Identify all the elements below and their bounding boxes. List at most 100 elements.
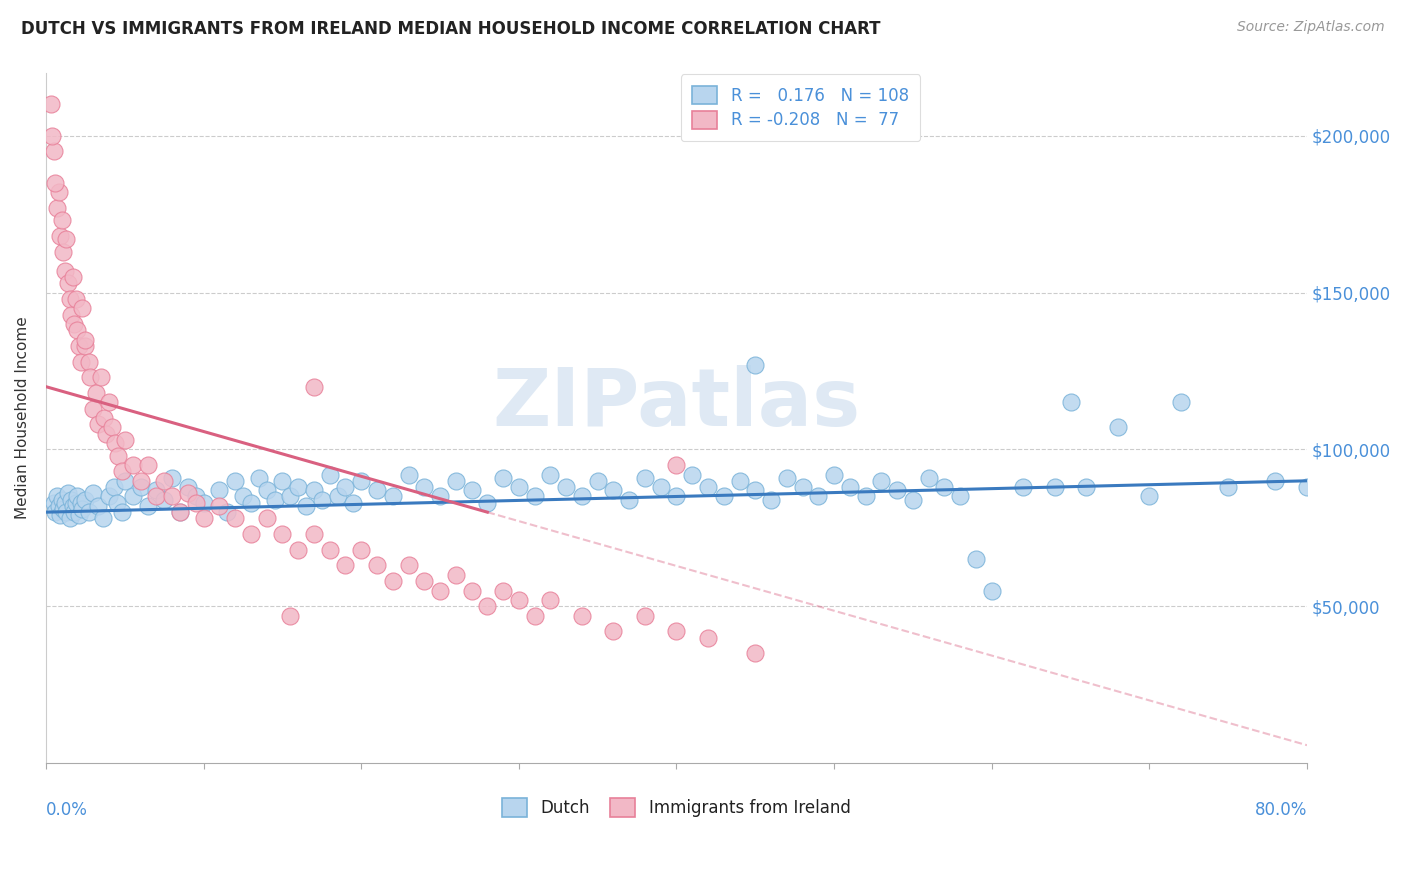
Point (114, 433, 136, 447)
Point (398, 467, 420, 482)
Point (571, 608, 593, 623)
Point (41, 128, 63, 143)
Point (366, 558, 388, 573)
Point (129, 480, 152, 494)
Point (46, 201, 69, 215)
Point (807, 490, 830, 504)
Y-axis label: Median Household Income: Median Household Income (15, 317, 30, 519)
Point (838, 480, 860, 494)
Point (44, 505, 66, 519)
Point (145, 483, 167, 498)
Point (965, 552, 987, 566)
Point (121, 490, 143, 504)
Point (728, 474, 751, 488)
Point (477, 496, 499, 510)
Point (318, 542, 340, 557)
Point (51, 492, 73, 507)
Point (48, 185, 70, 199)
Point (82, 401, 104, 416)
Point (823, 467, 845, 482)
Point (82, 486, 104, 500)
Point (52, 244, 75, 259)
Point (287, 542, 309, 557)
Point (75, 333, 97, 347)
Point (63, 317, 86, 331)
Point (492, 583, 515, 598)
Point (302, 527, 325, 541)
Point (69, 354, 91, 368)
Point (302, 380, 325, 394)
Point (46, 490, 69, 504)
Point (65, 292, 87, 306)
Point (184, 496, 207, 510)
Point (91, 511, 114, 525)
Point (713, 490, 735, 504)
Point (114, 474, 136, 488)
Point (55, 505, 77, 519)
Point (98, 395, 121, 409)
Point (413, 574, 436, 589)
Point (855, 490, 877, 504)
Point (138, 458, 160, 472)
Point (104, 436, 127, 450)
Text: 80.0%: 80.0% (1254, 801, 1308, 819)
Point (278, 608, 301, 623)
Point (53, 496, 76, 510)
Point (247, 470, 270, 484)
Point (665, 458, 688, 472)
Point (429, 490, 451, 504)
Point (381, 490, 404, 504)
Point (94, 426, 117, 441)
Point (295, 499, 318, 513)
Point (105, 496, 128, 510)
Point (60, 492, 83, 507)
Point (224, 474, 246, 488)
Point (153, 492, 176, 507)
Point (169, 505, 191, 519)
Point (208, 499, 231, 513)
Point (53, 263, 76, 277)
Point (67, 508, 90, 523)
Point (681, 467, 703, 482)
Point (980, 583, 1002, 598)
Point (90, 370, 112, 384)
Point (67, 339, 90, 353)
Point (160, 490, 183, 504)
Point (63, 505, 86, 519)
Point (66, 490, 89, 504)
Point (59, 292, 82, 306)
Point (153, 474, 176, 488)
Point (335, 480, 357, 494)
Point (77, 354, 100, 368)
Point (48, 499, 70, 513)
Point (103, 480, 125, 494)
Point (69, 496, 91, 510)
Point (586, 474, 609, 488)
Point (256, 483, 278, 498)
Point (792, 480, 814, 494)
Point (75, 492, 97, 507)
Point (744, 483, 766, 498)
Point (42, 145, 65, 159)
Point (193, 496, 215, 510)
Point (744, 358, 766, 372)
Point (1043, 480, 1066, 494)
Point (444, 568, 467, 582)
Point (56, 486, 79, 500)
Point (477, 599, 499, 614)
Point (398, 558, 420, 573)
Point (60, 308, 83, 322)
Point (101, 420, 124, 434)
Point (65, 496, 87, 510)
Point (413, 480, 436, 494)
Point (302, 483, 325, 498)
Point (1076, 480, 1098, 494)
Text: Source: ZipAtlas.com: Source: ZipAtlas.com (1237, 20, 1385, 34)
Point (697, 631, 720, 645)
Point (51, 213, 73, 227)
Point (239, 496, 262, 510)
Point (934, 480, 956, 494)
Point (602, 624, 624, 639)
Point (901, 492, 924, 507)
Point (208, 483, 231, 498)
